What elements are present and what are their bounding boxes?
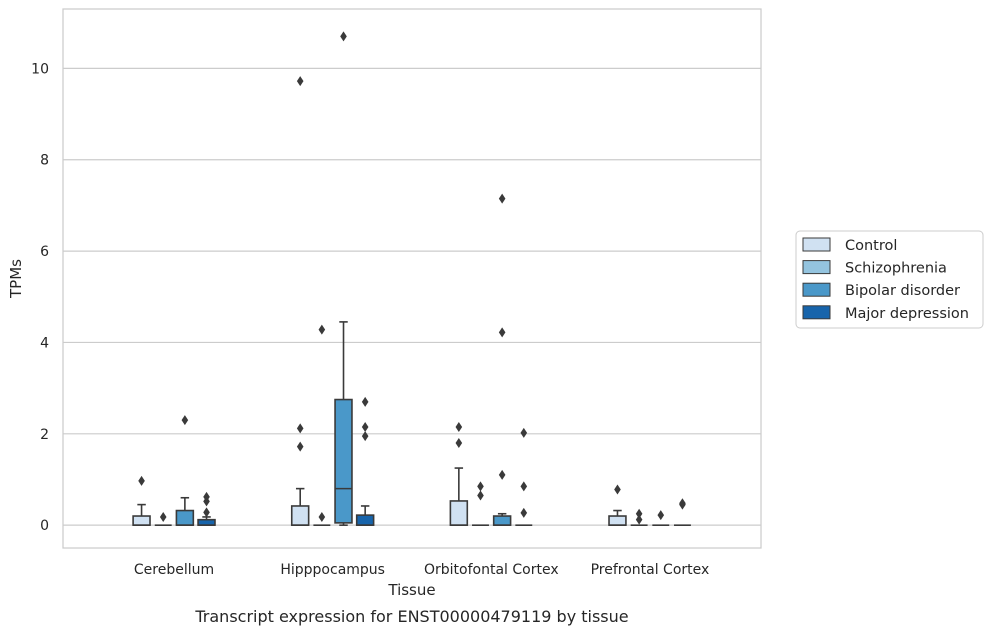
legend-swatch bbox=[802, 305, 831, 320]
box-group bbox=[175, 415, 195, 526]
outlier-point bbox=[203, 507, 210, 518]
x-tick-label: Prefrontal Cortex bbox=[591, 562, 710, 578]
outlier-point bbox=[498, 193, 506, 204]
y-tick-label: 2 bbox=[40, 427, 49, 443]
outlier-point bbox=[296, 423, 304, 434]
outlier-point bbox=[203, 491, 210, 502]
outlier-point bbox=[340, 31, 347, 42]
outlier-point bbox=[657, 510, 665, 521]
box-group bbox=[334, 31, 353, 526]
outlier-point bbox=[361, 431, 369, 442]
box bbox=[132, 515, 151, 526]
outlier-point bbox=[520, 427, 528, 438]
outlier-point bbox=[159, 511, 167, 522]
legend-label: Major depression bbox=[845, 306, 969, 322]
legend-swatch bbox=[802, 237, 831, 252]
outlier-point bbox=[455, 437, 463, 448]
outlier-point bbox=[318, 511, 326, 522]
box bbox=[492, 515, 512, 526]
x-axis-label: Tissue bbox=[387, 581, 435, 599]
box-group bbox=[132, 475, 151, 526]
chart-caption: Transcript expression for ENST0000047911… bbox=[194, 607, 628, 626]
outlier-point bbox=[138, 475, 145, 486]
box-group bbox=[652, 510, 670, 526]
legend-label: Control bbox=[845, 238, 897, 254]
x-tick-labels: Cerebellum Hipppocampus Orbitofontal Corte… bbox=[134, 562, 709, 578]
box bbox=[449, 500, 469, 526]
box bbox=[608, 515, 627, 526]
y-axis-label: TPMs bbox=[7, 259, 25, 299]
box-group bbox=[355, 396, 375, 526]
legend-swatch bbox=[802, 260, 831, 275]
outlier-point bbox=[296, 76, 304, 87]
box-group bbox=[492, 193, 512, 526]
y-tick-labels: 0 2 4 6 8 10 bbox=[31, 61, 49, 534]
outlier-point bbox=[520, 481, 528, 492]
y-tick-label: 6 bbox=[40, 244, 49, 260]
outlier-point bbox=[635, 508, 643, 519]
outlier-point bbox=[455, 421, 463, 432]
outlier-point bbox=[477, 481, 484, 492]
box-group bbox=[449, 421, 469, 526]
outlier-point bbox=[498, 469, 506, 480]
outlier-point bbox=[296, 441, 304, 452]
legend-label: Bipolar disorder bbox=[845, 283, 960, 299]
x-tick-label: Hipppocampus bbox=[280, 562, 385, 578]
box bbox=[334, 398, 353, 524]
legend-label: Schizophrenia bbox=[845, 261, 947, 277]
grid-lines bbox=[63, 67, 761, 526]
legend: Control Schizophrenia Bipolar disorder Majo… bbox=[795, 230, 984, 329]
box-group bbox=[313, 324, 331, 526]
box bbox=[175, 509, 195, 526]
outlier-point bbox=[520, 507, 528, 518]
y-tick-label: 10 bbox=[31, 61, 49, 77]
box-group bbox=[472, 481, 489, 526]
outlier-point bbox=[181, 415, 189, 426]
outlier-point bbox=[679, 498, 686, 509]
box-group bbox=[630, 508, 648, 526]
outlier-point bbox=[318, 324, 326, 335]
outlier-point bbox=[635, 514, 643, 525]
boxes bbox=[132, 31, 691, 526]
y-tick-label: 4 bbox=[40, 335, 49, 351]
box bbox=[355, 514, 375, 526]
outlier-point bbox=[361, 396, 369, 407]
plot-frame bbox=[62, 8, 762, 549]
x-tick-label: Orbitofontal Cortex bbox=[424, 562, 559, 578]
legend-frame bbox=[795, 230, 984, 329]
box bbox=[290, 505, 310, 526]
box-group bbox=[154, 511, 172, 526]
box-group bbox=[290, 76, 310, 526]
box-group bbox=[515, 427, 533, 526]
box-group bbox=[197, 491, 216, 526]
outlier-point bbox=[361, 421, 369, 432]
x-tick-label: Cerebellum bbox=[134, 562, 214, 578]
outlier-point bbox=[614, 484, 621, 495]
y-tick-label: 8 bbox=[40, 153, 49, 169]
box bbox=[197, 518, 216, 526]
y-tick-label: 0 bbox=[40, 518, 49, 534]
outlier-point bbox=[477, 490, 484, 501]
legend-swatch bbox=[802, 282, 831, 297]
box-group bbox=[673, 498, 691, 526]
box-group bbox=[608, 484, 627, 526]
outlier-point bbox=[498, 327, 506, 338]
